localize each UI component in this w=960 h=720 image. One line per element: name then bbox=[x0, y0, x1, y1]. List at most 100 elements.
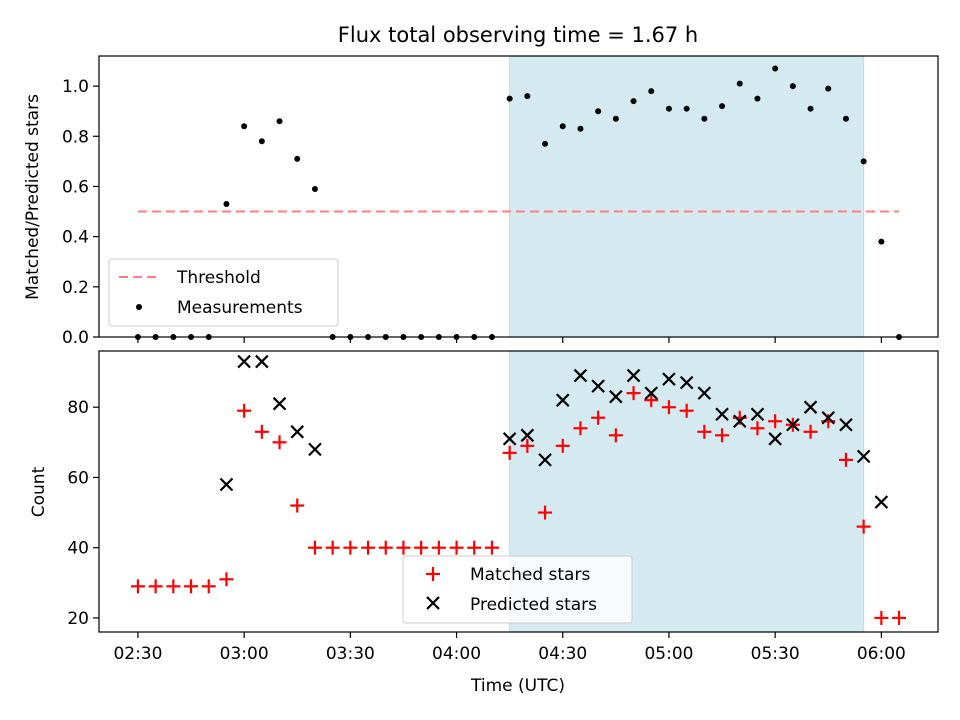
matched-stars-point bbox=[520, 438, 535, 453]
predicted-stars-point bbox=[662, 372, 676, 386]
matched-stars-point bbox=[874, 610, 889, 625]
matched-stars-point bbox=[502, 445, 517, 460]
predicted-stars-point bbox=[609, 389, 623, 404]
matched-stars-point bbox=[856, 519, 871, 534]
predicted-stars-point bbox=[573, 368, 588, 383]
predicted-stars-point bbox=[644, 386, 659, 400]
y-tick-label: 0.4 bbox=[62, 228, 89, 248]
measurement-point bbox=[223, 201, 230, 208]
matched-stars-point bbox=[538, 505, 553, 520]
measurement-point bbox=[559, 123, 566, 130]
predicted-stars-point bbox=[786, 417, 800, 432]
measurement-point bbox=[276, 118, 283, 125]
matched-stars-point bbox=[449, 540, 464, 555]
matched-stars-point bbox=[414, 540, 429, 555]
legend-measurements-swatch bbox=[136, 304, 142, 310]
measurement-point bbox=[577, 125, 584, 132]
x-tick-label: 05:00 bbox=[644, 644, 693, 664]
predicted-stars-point bbox=[555, 393, 570, 407]
count-panel: 20 40 60 80 02:30 03:00 03:30 04:00 04:30 05:00 0… bbox=[29, 350, 939, 696]
measurement-point bbox=[630, 98, 637, 105]
count-legend-box bbox=[402, 555, 633, 624]
matched-stars-point bbox=[715, 428, 730, 443]
matched-stars-point bbox=[237, 403, 252, 418]
matched-stars-point bbox=[484, 540, 499, 555]
predicted-stars-point bbox=[255, 354, 269, 369]
x-tick-label: 02:30 bbox=[113, 644, 162, 664]
x-tick-label: 04:00 bbox=[432, 644, 481, 664]
matched-stars-point bbox=[325, 540, 340, 555]
predicted-stars-point bbox=[520, 428, 535, 443]
ratio-y-axis-label: Matched/Predicted stars bbox=[23, 94, 43, 300]
measurement-point bbox=[789, 83, 796, 90]
measurement-point bbox=[842, 115, 849, 122]
matched-stars-point bbox=[467, 540, 482, 555]
matched-stars-point bbox=[555, 438, 570, 453]
y-tick-label: 20 bbox=[67, 609, 89, 629]
measurement-point bbox=[665, 105, 672, 112]
matched-stars-point bbox=[361, 540, 376, 555]
predicted-stars-point bbox=[821, 410, 836, 425]
matched-stars-point bbox=[290, 498, 305, 513]
count-y-axis-label: Count bbox=[29, 466, 49, 517]
legend-threshold-label: Threshold bbox=[176, 268, 261, 288]
ratio-highlight-band bbox=[509, 55, 865, 338]
y-tick-label: 60 bbox=[67, 468, 89, 488]
matched-stars-point bbox=[626, 386, 641, 401]
legend-matched-label: Matched stars bbox=[470, 565, 590, 585]
measurement-point bbox=[701, 115, 708, 122]
y-tick-label: 40 bbox=[67, 539, 89, 559]
predicted-stars-point bbox=[308, 442, 322, 457]
measurement-point bbox=[736, 80, 743, 87]
measurement-point bbox=[595, 108, 602, 115]
predicted-stars-point bbox=[237, 354, 251, 369]
measurement-point bbox=[506, 95, 513, 102]
ratio-legend: Threshold Measurements bbox=[108, 258, 339, 327]
measurement-point bbox=[772, 65, 779, 72]
matched-stars-point bbox=[892, 610, 907, 625]
matched-stars-point bbox=[803, 424, 818, 439]
predicted-stars-point bbox=[750, 407, 765, 422]
predicted-stars-point bbox=[591, 379, 605, 393]
measurement-point bbox=[683, 105, 690, 112]
legend-predicted-label: Predicted stars bbox=[470, 595, 597, 615]
y-tick-label: 1.0 bbox=[62, 77, 89, 97]
ratio-plot-frame bbox=[98, 55, 939, 338]
measurement-point bbox=[294, 155, 301, 162]
matched-stars-point bbox=[272, 435, 287, 450]
measurement-point bbox=[825, 85, 832, 92]
measurement-point bbox=[612, 115, 619, 122]
y-tick-label: 0.8 bbox=[62, 127, 89, 147]
matched-stars-point bbox=[184, 579, 199, 594]
matched-stars-point bbox=[396, 540, 411, 555]
matched-stars-point bbox=[591, 410, 606, 425]
matched-stars-point bbox=[166, 579, 181, 594]
predicted-stars-point bbox=[502, 432, 517, 446]
predicted-stars-point bbox=[768, 432, 782, 446]
predicted-stars-point bbox=[219, 477, 234, 492]
x-tick-label: 06:00 bbox=[857, 644, 906, 664]
y-tick-label: 0.6 bbox=[62, 177, 89, 197]
matched-stars-point bbox=[148, 579, 163, 594]
predicted-stars-point bbox=[679, 375, 694, 390]
x-tick-label: 04:30 bbox=[538, 644, 587, 664]
predicted-stars-point bbox=[538, 453, 552, 467]
measurement-point bbox=[524, 93, 531, 100]
matched-stars-point bbox=[378, 540, 393, 555]
x-tick-label: 03:30 bbox=[326, 644, 375, 664]
measurement-point bbox=[311, 185, 318, 192]
matched-stars-point bbox=[838, 452, 853, 467]
matched-stars-point bbox=[697, 424, 712, 439]
measurement-point bbox=[878, 238, 885, 245]
matched-stars-point bbox=[644, 393, 659, 408]
measurement-point bbox=[807, 105, 814, 112]
count-legend: Matched stars Predicted stars bbox=[402, 555, 633, 624]
predicted-stars-point bbox=[732, 414, 747, 429]
measurement-point bbox=[258, 138, 265, 145]
predicted-stars-point bbox=[874, 495, 889, 509]
matched-stars-point bbox=[431, 540, 446, 555]
ratio-panel: 0.0 0.2 0.4 0.6 0.8 1.0 Matched/Predicted sta… bbox=[23, 55, 939, 348]
predicted-stars-point bbox=[272, 396, 287, 411]
matched-stars-point bbox=[573, 421, 588, 436]
matched-stars-point bbox=[750, 421, 765, 436]
